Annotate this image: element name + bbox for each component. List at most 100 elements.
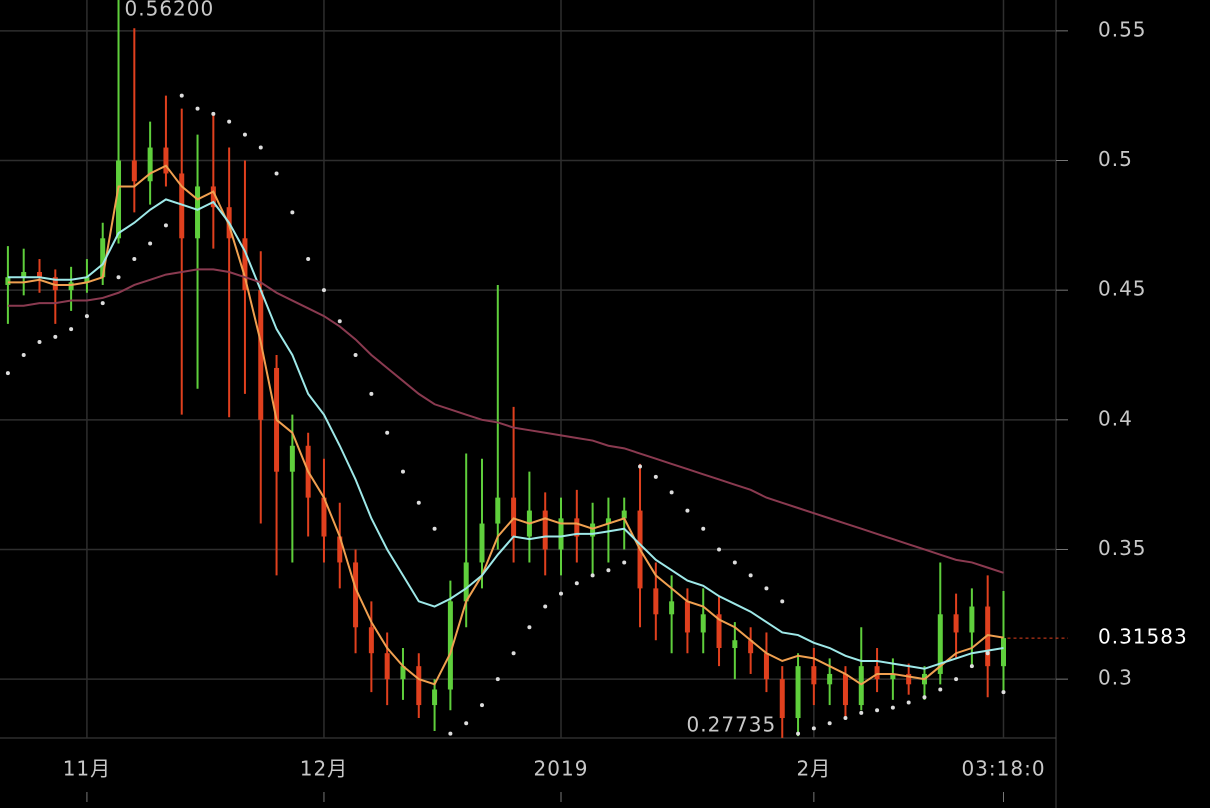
sar-dot xyxy=(479,703,484,708)
candle-body xyxy=(21,272,27,278)
sar-dot xyxy=(511,651,516,656)
sar-dot xyxy=(353,352,358,357)
sar-dot xyxy=(258,145,263,150)
last-price-label: 0.31583 xyxy=(1098,625,1188,649)
sar-dot xyxy=(732,560,737,565)
sar-dot xyxy=(906,700,911,705)
ma-line xyxy=(7,164,1004,686)
sar-dot xyxy=(163,223,168,228)
ma-line xyxy=(7,198,1004,670)
candle-body xyxy=(558,518,564,550)
candle-body xyxy=(384,653,390,680)
candle-body xyxy=(574,518,580,537)
candle-body xyxy=(874,666,880,680)
sar-dot xyxy=(116,275,121,280)
candle-body xyxy=(985,606,991,667)
sar-dot xyxy=(69,327,74,332)
max-label: 0.56200 xyxy=(125,0,215,20)
candle-body xyxy=(890,673,896,680)
candle-body xyxy=(353,562,359,628)
candle-body xyxy=(242,238,248,291)
sar-dot xyxy=(274,171,279,176)
sar-dot xyxy=(148,241,153,246)
sar-dot xyxy=(606,568,611,573)
sar-dot xyxy=(543,604,548,609)
sar-dot xyxy=(701,526,706,531)
candle-body xyxy=(1000,638,1006,667)
sar-dot xyxy=(954,677,959,682)
sar-dot xyxy=(890,705,895,710)
sar-dot xyxy=(306,257,311,262)
sar-dot xyxy=(5,371,10,376)
sar-dot xyxy=(495,677,500,682)
sar-dot xyxy=(717,547,722,552)
candle-body xyxy=(100,238,106,278)
y-tick-label: 0.3 xyxy=(1098,666,1133,690)
y-tick-label: 0.45 xyxy=(1098,277,1147,301)
min-label: 0.27735 xyxy=(687,712,777,736)
sar-dot xyxy=(448,731,453,736)
candle-body xyxy=(52,277,58,291)
y-tick-label: 0.55 xyxy=(1098,17,1147,41)
sar-dot xyxy=(622,560,627,565)
candle-body xyxy=(289,445,295,472)
sar-dot xyxy=(100,301,105,306)
candle-body xyxy=(163,147,169,174)
sar-dot xyxy=(369,391,374,396)
sar-dot xyxy=(969,664,974,669)
candle-body xyxy=(763,653,769,680)
sar-dot xyxy=(21,352,26,357)
sar-dot xyxy=(843,716,848,721)
candle-body xyxy=(906,673,912,685)
candle-body xyxy=(131,160,137,182)
candle-body xyxy=(542,510,548,550)
x-tick-label: 2019 xyxy=(534,757,589,781)
sar-dot xyxy=(922,695,927,700)
candle-body xyxy=(700,614,706,633)
candle-body xyxy=(210,186,216,208)
candle-body xyxy=(590,523,596,537)
candle-body xyxy=(748,640,754,654)
x-tick-label: 2月 xyxy=(796,757,831,781)
candle-body xyxy=(5,277,11,285)
x-tick-label: 11月 xyxy=(63,757,111,781)
sar-dot xyxy=(796,731,801,736)
y-tick-label: 0.35 xyxy=(1098,536,1147,560)
candle-body xyxy=(605,518,611,524)
sar-dot xyxy=(827,721,832,726)
candle-body xyxy=(337,536,343,563)
sar-dot xyxy=(242,132,247,137)
sar-dot xyxy=(811,726,816,731)
sar-dot xyxy=(574,581,579,586)
sar-dot xyxy=(764,586,769,591)
candle-body xyxy=(495,497,501,524)
candle-body xyxy=(463,562,469,602)
sar-dot xyxy=(559,591,564,596)
sar-dot xyxy=(84,314,89,319)
candle-body xyxy=(68,282,74,291)
sar-dot xyxy=(938,687,943,692)
candle-body xyxy=(842,673,848,706)
sar-dot xyxy=(400,469,405,474)
sar-dot xyxy=(590,573,595,578)
sar-dot xyxy=(638,464,643,469)
candle-body xyxy=(37,272,43,278)
candle-body xyxy=(621,510,627,519)
sar-dot xyxy=(37,340,42,345)
sar-dot xyxy=(211,111,216,116)
y-tick-label: 0.5 xyxy=(1098,147,1133,171)
x-tick-label: 03:18:0 xyxy=(961,757,1045,781)
sar-dot xyxy=(195,106,200,111)
sar-dot xyxy=(132,257,137,262)
sar-dot xyxy=(179,93,184,98)
candle-body xyxy=(116,160,122,239)
candle-body xyxy=(511,497,517,537)
candle-body xyxy=(858,666,864,706)
candle-body xyxy=(811,666,817,685)
candle-body xyxy=(432,689,438,706)
sar-dot xyxy=(1001,690,1006,695)
sar-dot xyxy=(875,708,880,713)
